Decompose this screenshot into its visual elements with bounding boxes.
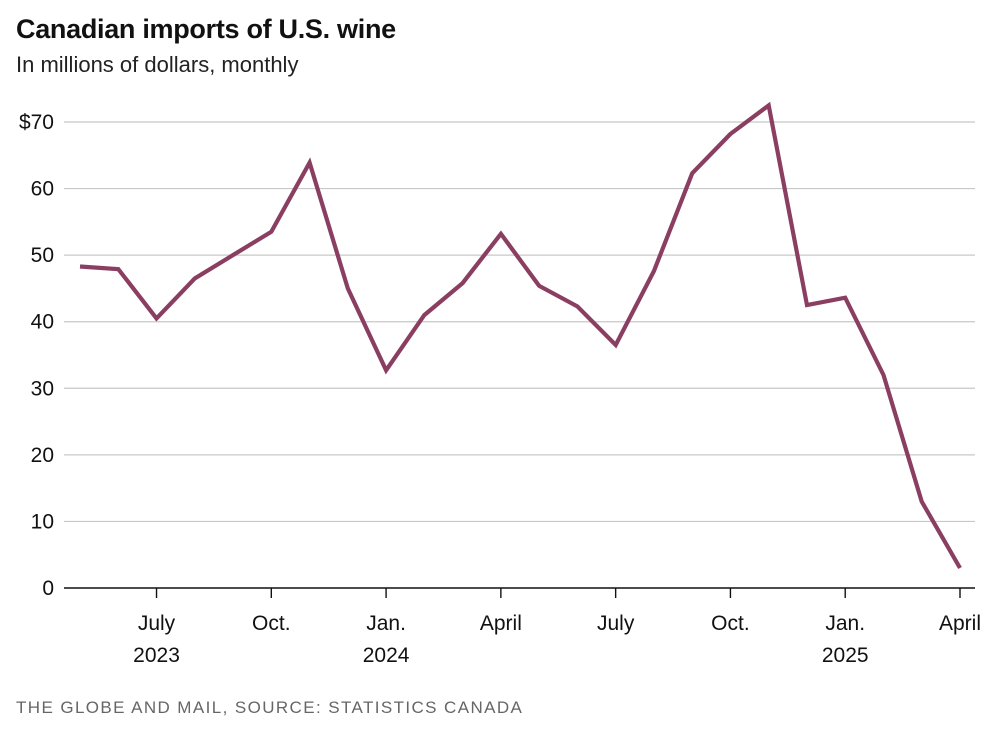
x-tick-year-label: 2024 <box>363 644 410 667</box>
x-tick-label: July <box>138 612 176 635</box>
x-tick-label: April <box>480 612 522 635</box>
data-point <box>116 267 120 271</box>
data-point <box>843 296 847 300</box>
data-point <box>882 373 886 377</box>
x-axis: July 2023 Oct. Jan. 2024 April July Oct. Jan. 202… <box>64 587 981 667</box>
series-line <box>79 101 962 570</box>
y-tick-label: 50 <box>31 244 54 267</box>
data-point <box>155 316 159 320</box>
data-point <box>767 103 771 107</box>
data-point <box>422 313 426 317</box>
x-tick-label: Jan. <box>825 612 865 635</box>
data-point <box>805 303 809 307</box>
data-point <box>193 276 197 280</box>
y-tick-label: 20 <box>31 444 54 467</box>
data-point <box>384 368 388 372</box>
source-note: THE GLOBE AND MAIL, SOURCE: STATISTICS C… <box>16 698 524 717</box>
data-point <box>958 566 962 570</box>
data-point <box>231 253 235 257</box>
y-tick-label: 30 <box>31 377 54 400</box>
data-point <box>614 343 618 347</box>
gridlines <box>64 121 975 523</box>
y-tick-label: 10 <box>31 510 54 533</box>
x-tick-label: Oct. <box>252 612 291 635</box>
x-tick-year-label: 2025 <box>822 644 869 667</box>
series-layer <box>78 101 962 570</box>
y-tick-label: $70 <box>19 111 54 134</box>
data-point <box>461 281 465 285</box>
data-point <box>920 500 924 504</box>
y-tick-label: 60 <box>31 178 54 201</box>
x-tick-label: April <box>939 612 981 635</box>
x-tick-label: Jan. <box>366 612 406 635</box>
chart-title: Canadian imports of U.S. wine <box>16 14 396 44</box>
data-point <box>499 232 503 236</box>
chart-subtitle: In millions of dollars, monthly <box>16 52 299 77</box>
y-tick-label: 0 <box>42 577 54 600</box>
data-point <box>346 286 350 290</box>
data-point <box>269 230 273 234</box>
x-tick-label: July <box>597 612 635 635</box>
data-point <box>690 171 694 175</box>
data-point <box>308 161 312 165</box>
data-point <box>78 265 82 269</box>
y-tick-label: 40 <box>31 311 54 334</box>
data-point <box>575 304 579 308</box>
data-point <box>652 269 656 273</box>
x-tick-label: Oct. <box>711 612 750 635</box>
x-tick-year-label: 2023 <box>133 644 180 667</box>
data-point <box>537 284 541 288</box>
data-point <box>728 132 732 136</box>
y-axis-ticks: 0 10 20 30 40 50 60 $70 <box>19 111 54 600</box>
